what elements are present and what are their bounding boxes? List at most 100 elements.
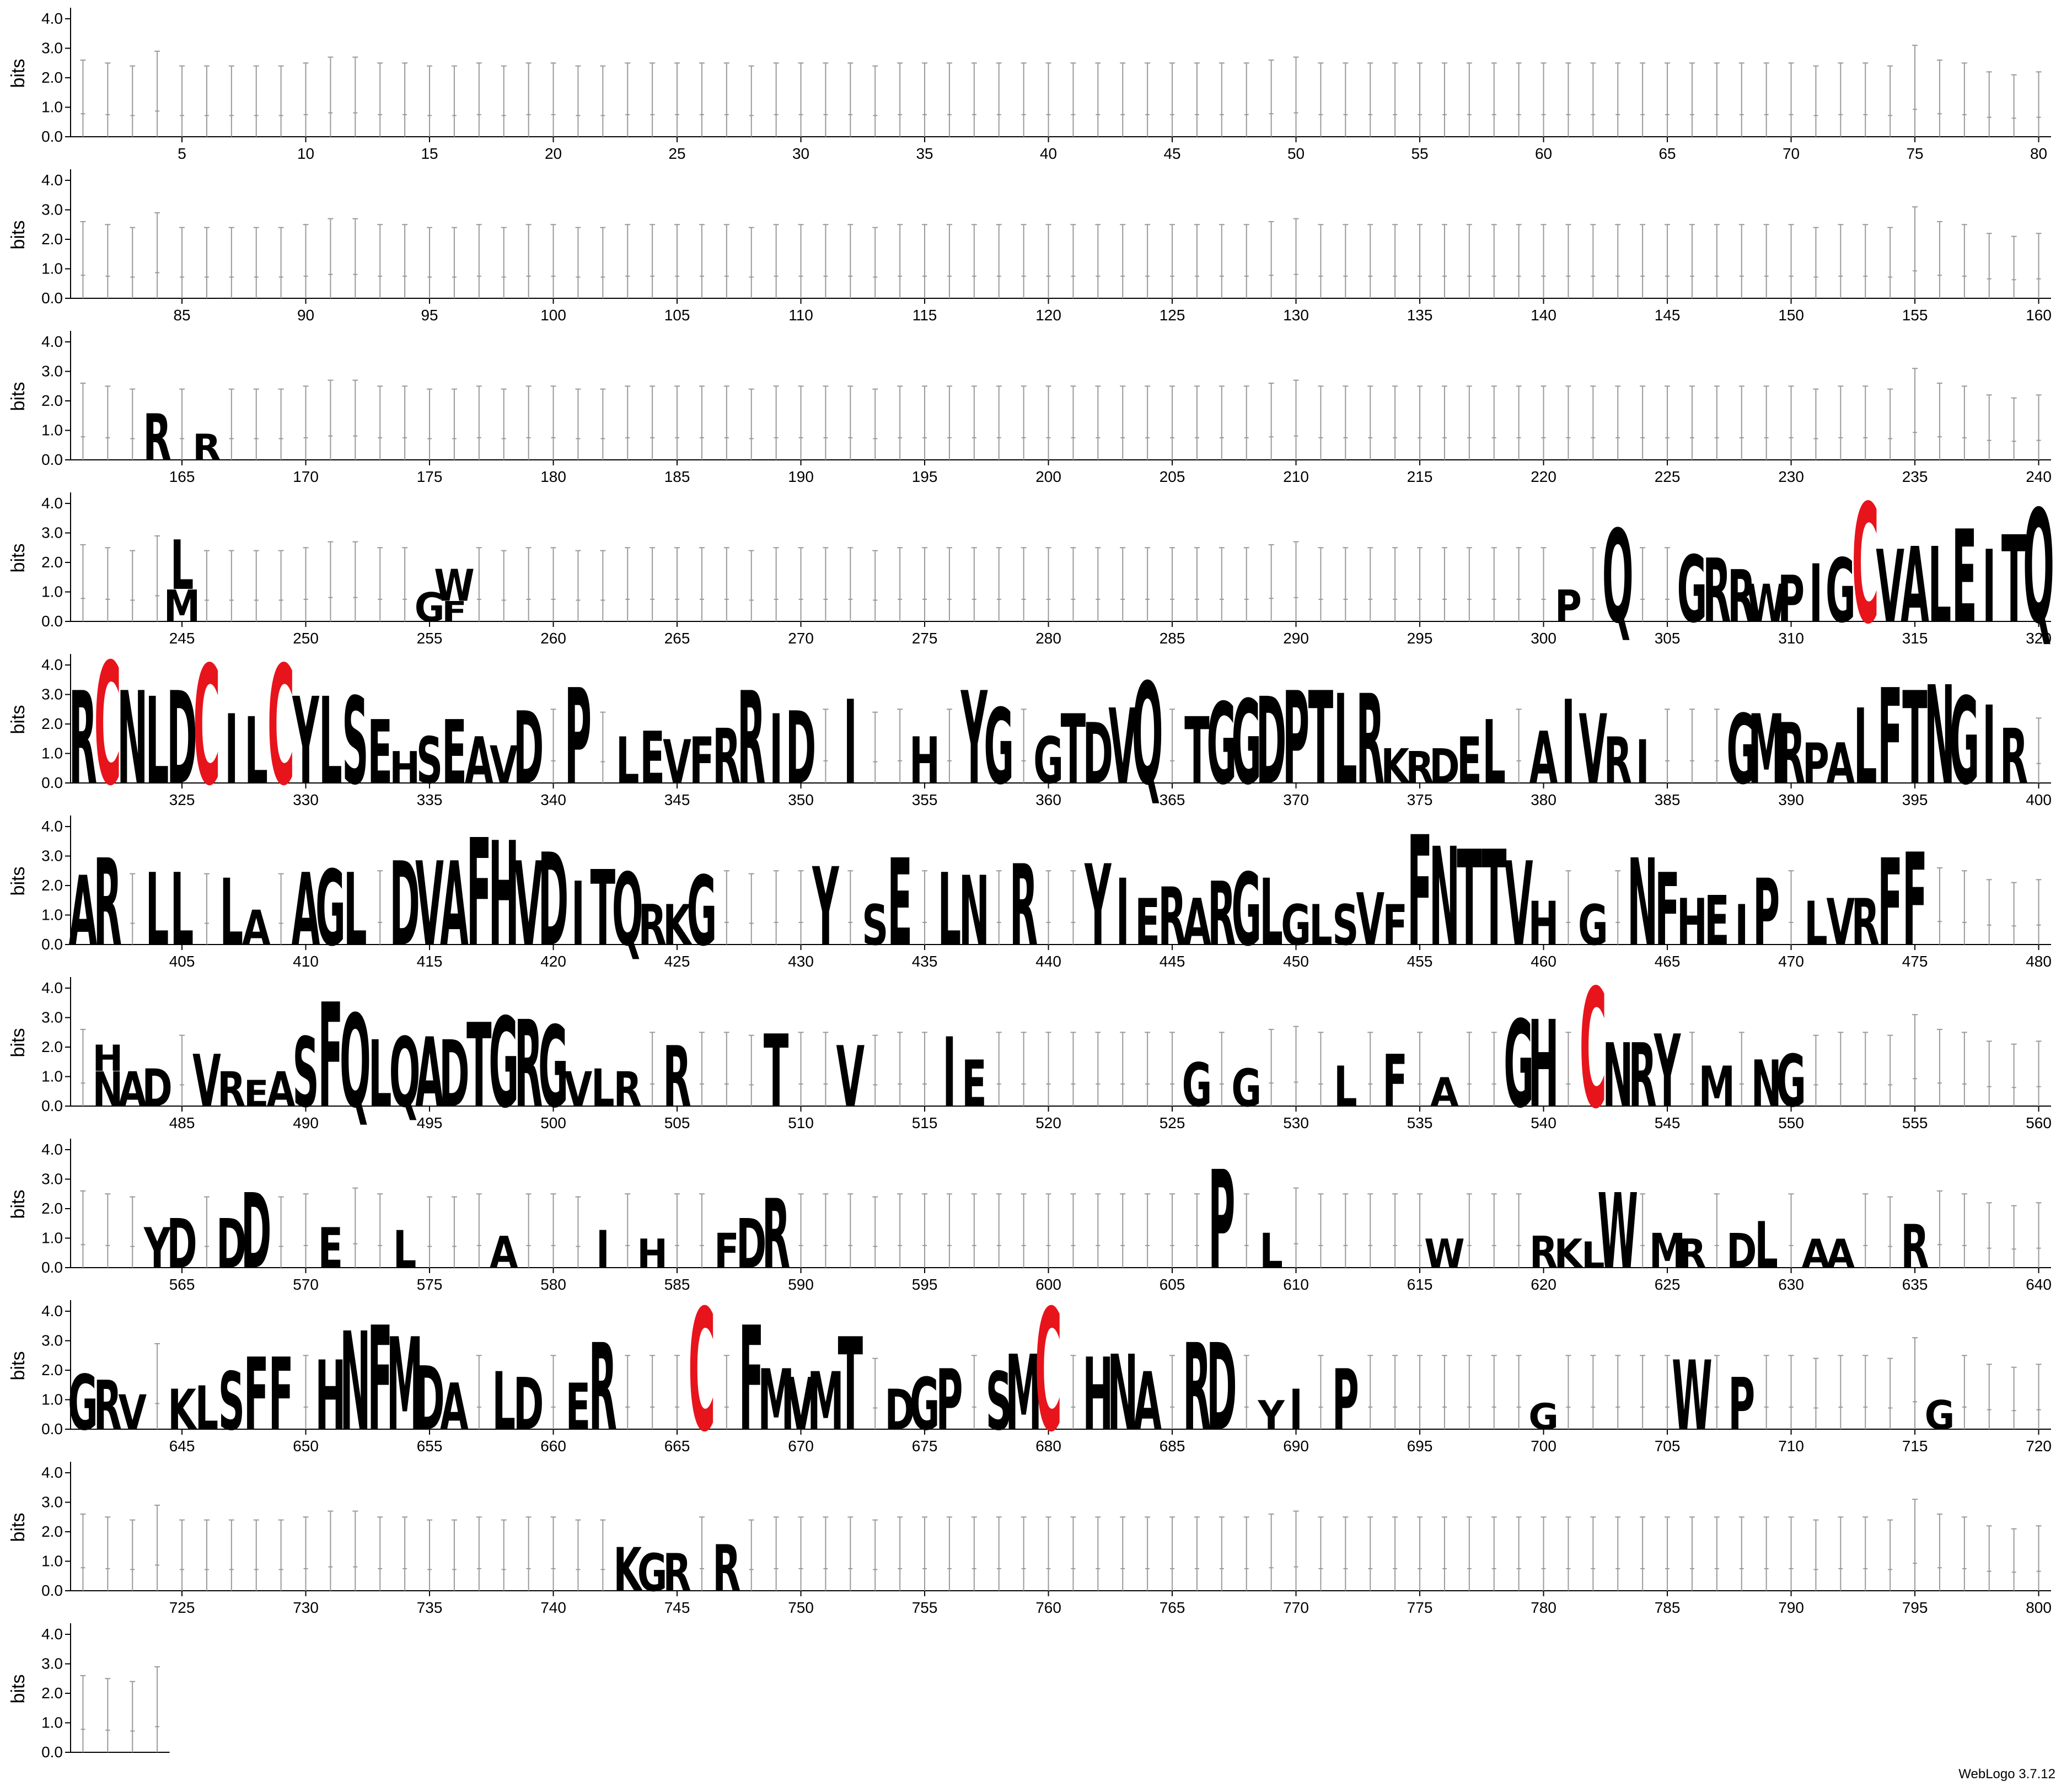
x-tick-label: 800 (2026, 1599, 2052, 1616)
logo-letter-r: R (69, 666, 97, 814)
logo-letter-v: V (1108, 688, 1137, 808)
x-tick-label: 160 (2026, 307, 2052, 324)
logo-letter-r: R (94, 834, 122, 973)
logo-letter-p: P (1802, 732, 1829, 797)
x-tick-label: 35 (916, 145, 933, 162)
logo-letter-l: L (343, 853, 367, 969)
logo-letter-h: H (1528, 889, 1559, 959)
x-tick-label: 370 (1283, 791, 1309, 808)
logo-letter-r: R (1777, 705, 1805, 803)
logo-letter-r: R (1356, 669, 1384, 812)
y-tick-label: 1.0 (41, 1230, 63, 1247)
logo-letter-g: G (1776, 1040, 1806, 1123)
y-tick-label: 0.0 (41, 289, 63, 307)
logo-letter-e: E (1704, 882, 1730, 961)
logo-letter-h: H (909, 724, 940, 798)
y-tick-label: 2.0 (41, 877, 63, 894)
logo-letter-h: H (489, 812, 519, 979)
logo-letter-k: K (663, 893, 693, 958)
logo-letter-a: A (1133, 1355, 1162, 1448)
logo-letter-i: I (1289, 1378, 1303, 1443)
logo-letter-v: V (1876, 530, 1904, 646)
logo-letter-a: A (440, 838, 469, 972)
logo-letter-g: G (1925, 1392, 1955, 1439)
logo-letter-w: W (1597, 1172, 1638, 1293)
logo-letter-d: D (142, 1058, 172, 1119)
logo-letter-m: M (1649, 1224, 1685, 1279)
logo-letter-l: L (1804, 889, 1827, 959)
logo-letter-l: L (1334, 669, 1357, 812)
logo-letter-k: K (1381, 739, 1410, 795)
x-tick-label: 310 (1778, 630, 1804, 647)
logo-letter-l: L (1854, 688, 1877, 808)
logo-letter-l: L (170, 527, 194, 605)
logo-letter-p: P (1332, 1351, 1359, 1449)
x-tick-label: 525 (1160, 1114, 1185, 1131)
logo-letter-a: A (242, 900, 271, 956)
logo-letter-l: L (245, 698, 268, 804)
x-tick-label: 495 (417, 1114, 443, 1131)
logo-letter-a: A (1430, 1069, 1459, 1115)
logo-letter-w: W (1672, 1340, 1713, 1452)
x-tick-label: 690 (1283, 1437, 1309, 1455)
x-tick-label: 505 (664, 1114, 690, 1131)
x-tick-label: 615 (1407, 1276, 1433, 1293)
logo-letter-l: L (319, 672, 342, 812)
logo-letter-p: P (1282, 666, 1309, 814)
x-tick-label: 485 (169, 1114, 195, 1131)
y-tick-label: 3.0 (41, 1332, 63, 1349)
logo-letter-m: M (758, 1351, 794, 1449)
x-tick-label: 585 (664, 1276, 690, 1293)
x-tick-label: 725 (169, 1599, 195, 1616)
x-tick-label: 635 (1902, 1276, 1928, 1293)
x-tick-label: 275 (912, 630, 938, 647)
x-tick-label: 155 (1902, 307, 1928, 324)
logo-letter-t: T (764, 1015, 789, 1130)
logo-letter-i: I (1636, 728, 1650, 797)
logo-letter-a: A (490, 1227, 518, 1278)
logo-letter-d: D (736, 1205, 766, 1284)
y-tick-label: 3.0 (41, 40, 63, 57)
logo-letter-i: I (1982, 684, 1996, 809)
x-tick-label: 255 (417, 630, 443, 647)
logo-letter-c: C (267, 631, 294, 822)
x-tick-label: 205 (1160, 468, 1185, 485)
x-tick-label: 260 (540, 630, 566, 647)
x-tick-label: 140 (1531, 307, 1556, 324)
x-tick-label: 5 (178, 145, 186, 162)
x-tick-label: 20 (545, 145, 562, 162)
logo-letter-v: V (1356, 878, 1384, 962)
y-tick-label: 3.0 (41, 1009, 63, 1026)
logo-letter-g: G (1504, 995, 1534, 1135)
logo-letter-f: F (244, 1338, 269, 1453)
y-tick-label: 2.0 (41, 1038, 63, 1055)
logo-letter-l: L (170, 853, 194, 969)
logo-letter-m: M (1699, 1055, 1735, 1120)
logo-letter-q: Q (612, 853, 643, 969)
x-tick-label: 210 (1283, 468, 1309, 485)
logo-letter-e: E (640, 717, 665, 800)
logo-letter-g: G (1231, 1058, 1262, 1119)
x-tick-label: 90 (297, 307, 314, 324)
x-tick-label: 360 (1035, 791, 1061, 808)
logo-letter-m: M (1005, 1334, 1042, 1455)
logo-letter-r: R (1901, 1212, 1929, 1282)
logo-letter-s: S (293, 1017, 319, 1129)
x-tick-label: 175 (417, 468, 443, 485)
x-tick-label: 545 (1655, 1114, 1681, 1131)
logo-letter-d: D (513, 1363, 544, 1446)
logo-letter-h: H (1082, 1338, 1113, 1453)
logo-letter-c: C (1852, 470, 1879, 660)
y-tick-label: 1.0 (41, 1553, 63, 1570)
logo-letter-a: A (1802, 1231, 1831, 1277)
x-tick-label: 45 (1163, 145, 1180, 162)
x-tick-label: 350 (788, 791, 814, 808)
x-tick-label: 180 (540, 468, 566, 485)
logo-letter-i: I (571, 863, 585, 965)
logo-letter-g: G (910, 1363, 940, 1446)
logo-letter-f: F (318, 973, 343, 1140)
y-tick-label: 1.0 (41, 99, 63, 116)
logo-letter-c: C (1035, 1274, 1062, 1469)
x-tick-label: 590 (788, 1276, 814, 1293)
y-tick-label: 2.0 (41, 392, 63, 409)
